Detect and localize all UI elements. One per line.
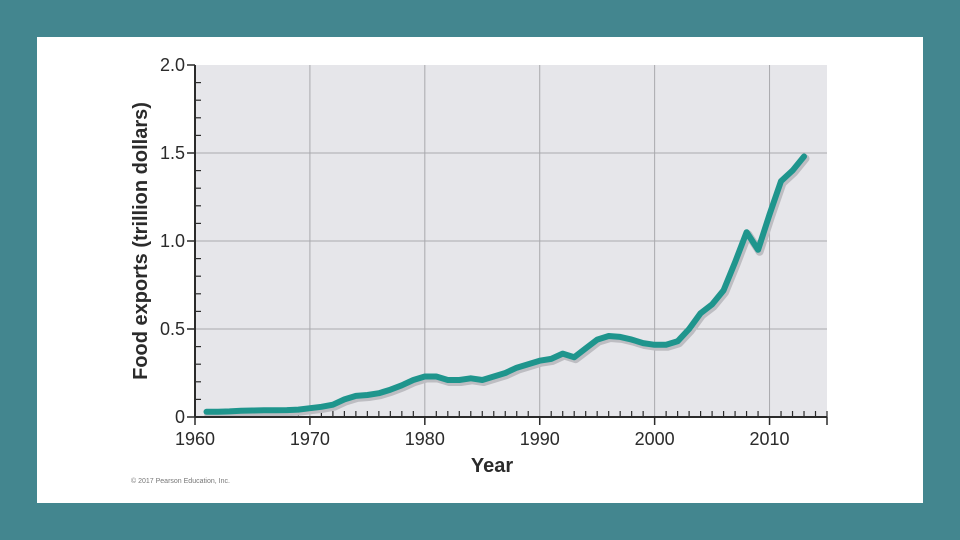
data-point-1990 bbox=[537, 358, 543, 364]
y-tick-label-0.5: 0.5 bbox=[160, 319, 185, 339]
data-point-1974 bbox=[353, 393, 359, 399]
data-point-1982 bbox=[445, 377, 451, 383]
data-point-1977 bbox=[387, 387, 393, 393]
data-point-2006 bbox=[720, 287, 727, 293]
data-point-1998 bbox=[629, 336, 635, 343]
data-point-1971 bbox=[318, 404, 324, 410]
data-point-2001 bbox=[663, 342, 669, 348]
data-point-2008 bbox=[743, 229, 750, 235]
data-point-1965 bbox=[249, 407, 256, 414]
data-point-1967 bbox=[272, 407, 279, 413]
data-point-2003 bbox=[686, 326, 692, 332]
data-point-1962 bbox=[215, 409, 221, 415]
x-tick-label-2010: 2010 bbox=[750, 429, 790, 449]
data-point-2009 bbox=[755, 247, 761, 253]
data-point-1983 bbox=[456, 377, 462, 383]
x-axis-title: Year bbox=[471, 455, 513, 477]
x-tick-label-1980: 1980 bbox=[405, 429, 445, 449]
data-point-1996 bbox=[606, 333, 612, 339]
data-point-2013 bbox=[801, 153, 807, 160]
data-point-1985 bbox=[479, 377, 485, 383]
data-point-1976 bbox=[376, 390, 382, 396]
data-point-1989 bbox=[525, 361, 531, 367]
data-point-1979 bbox=[410, 377, 416, 383]
data-point-1966 bbox=[261, 407, 267, 413]
data-point-2010 bbox=[766, 212, 773, 218]
data-point-2002 bbox=[675, 338, 681, 344]
data-point-1964 bbox=[238, 408, 244, 414]
data-point-1992 bbox=[560, 351, 566, 357]
y-tick-label-0: 0 bbox=[175, 407, 185, 427]
data-point-1991 bbox=[548, 356, 554, 362]
copyright-notice: © 2017 Pearson Education, Inc. bbox=[131, 478, 230, 485]
data-point-2012 bbox=[789, 168, 796, 174]
slide-panel: 1960 1970 1980 1990 2000 2010 0 0.5 1.0 1.5 2.0 Y… bbox=[37, 37, 923, 503]
data-point-1975 bbox=[364, 392, 370, 398]
data-point-1968 bbox=[284, 407, 290, 413]
data-point-1973 bbox=[341, 396, 347, 402]
data-point-1999 bbox=[640, 340, 646, 346]
data-point-1981 bbox=[433, 373, 439, 380]
data-point-1978 bbox=[399, 382, 405, 388]
y-axis-title: Food exports (trillion dollars) bbox=[130, 102, 152, 380]
y-tick-label-2: 2.0 bbox=[160, 55, 185, 75]
data-point-1969 bbox=[295, 407, 302, 413]
food-exports-chart: 1960 1970 1980 1990 2000 2010 0 0.5 1.0 1.5 2.0 Y… bbox=[130, 55, 828, 477]
data-point-2007 bbox=[732, 259, 738, 265]
grid-lines bbox=[195, 65, 827, 417]
x-tick-label-1970: 1970 bbox=[290, 429, 330, 449]
data-point-1995 bbox=[594, 336, 600, 343]
data-point-1986 bbox=[491, 373, 497, 380]
x-tick-label-2000: 2000 bbox=[635, 429, 675, 449]
data-point-2011 bbox=[778, 178, 784, 184]
data-point-2005 bbox=[709, 301, 715, 307]
y-axis-ticks: 0 0.5 1.0 1.5 2.0 bbox=[160, 55, 195, 427]
data-point-1961 bbox=[203, 409, 210, 415]
x-tick-label-1990: 1990 bbox=[520, 429, 560, 449]
data-point-1984 bbox=[468, 375, 474, 381]
data-point-2004 bbox=[698, 310, 704, 316]
y-tick-label-1: 1.0 bbox=[160, 231, 185, 251]
data-point-1988 bbox=[514, 365, 520, 371]
x-axis-ticks: 1960 1970 1980 1990 2000 2010 bbox=[175, 417, 828, 449]
data-point-1972 bbox=[330, 402, 336, 408]
data-point-1994 bbox=[583, 345, 589, 351]
data-point-1980 bbox=[422, 373, 428, 380]
y-tick-label-1.5: 1.5 bbox=[160, 143, 185, 163]
data-points bbox=[203, 153, 807, 415]
x-tick-label-1960: 1960 bbox=[175, 429, 215, 449]
data-point-1987 bbox=[502, 370, 508, 376]
data-point-1963 bbox=[226, 408, 233, 414]
data-point-1970 bbox=[307, 405, 313, 411]
data-point-1997 bbox=[617, 334, 623, 340]
data-point-2000 bbox=[652, 342, 658, 348]
data-point-1993 bbox=[571, 354, 577, 360]
